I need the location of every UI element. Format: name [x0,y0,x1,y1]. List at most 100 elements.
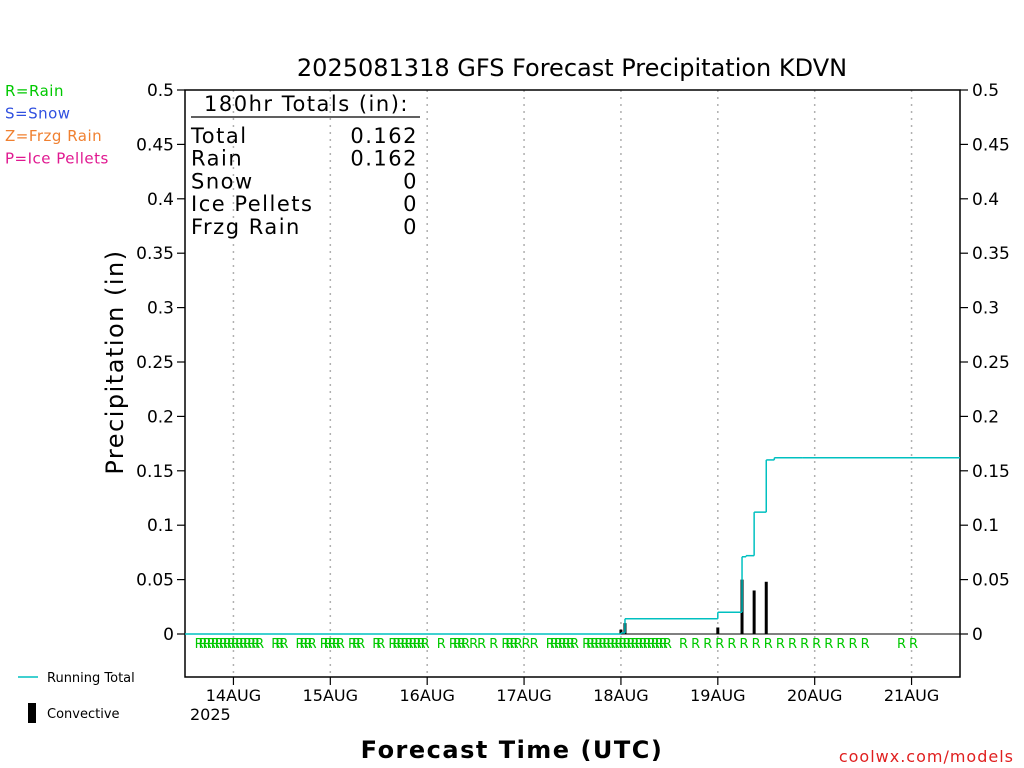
rain-marker: R [413,637,422,652]
rain-marker: R [275,637,284,652]
rain-marker: R [392,637,401,652]
rain-marker: R [227,637,236,652]
type-legend-entry: R=Rain [5,82,64,100]
y-tick-label-left: 0.35 [136,244,174,264]
rain-marker: R [586,637,595,652]
rain-marker: R [622,637,631,652]
rain-marker: R [231,637,240,652]
rain-marker: R [400,637,409,652]
rain-marker: R [348,637,357,652]
rain-marker: R [279,637,288,652]
rain-marker: R [235,637,244,652]
convective-bar [716,627,720,634]
x-axis-label: Forecast Time (UTC) [361,736,664,764]
rain-marker: R [727,637,736,652]
rain-marker: R [752,637,761,652]
y-tick-label-left: 0.2 [147,407,174,427]
y-tick-label-right: 0.35 [972,244,1010,264]
rain-marker: R [631,637,640,652]
y-tick-label-left: 0.45 [136,135,174,155]
rain-marker: R [223,637,232,652]
rain-marker: R [800,637,809,652]
rain-marker: R [655,637,664,652]
totals-label: Snow [191,169,254,193]
rain-marker: R [255,637,264,652]
rain-marker: R [643,637,652,652]
rain-marker: R [421,637,430,652]
rain-marker: R [243,637,252,652]
y-tick-label-right: 0.45 [972,135,1010,155]
rain-marker: R [522,637,531,652]
rain-marker: R [651,637,660,652]
rain-marker: R [199,637,208,652]
y-tick-label-left: 0.3 [147,299,174,319]
totals-label: Frzg Rain [191,215,301,239]
rain-marker: R [328,637,337,652]
rain-marker: R [861,637,870,652]
totals-title: 180hr Totals (in): [204,92,409,116]
rain-marker: R [320,637,329,652]
rain-marker: R [602,637,611,652]
rain-marker: R [566,637,575,652]
rain-marker: R [590,637,599,652]
rain-marker: R [776,637,785,652]
convective-bar [619,629,623,634]
rain-marker: R [409,637,418,652]
y-tick-label-right: 0.3 [972,299,999,319]
rain-marker: R [849,637,858,652]
rain-marker: R [388,637,397,652]
rain-marker: R [203,637,212,652]
rain-marker: R [703,637,712,652]
type-legend-entry: P=Ice Pellets [5,150,109,168]
rain-marker: R [909,637,918,652]
rain-marker: R [530,637,539,652]
rain-marker: R [764,637,773,652]
rain-marker: R [352,637,361,652]
x-tick-label: 19AUG [690,686,745,705]
rain-marker: R [336,637,345,652]
rain-marker: R [239,637,248,652]
rain-marker: R [554,637,563,652]
totals-value: 0.162 [350,124,418,148]
rain-marker: R [582,637,591,652]
rain-marker: R [332,637,341,652]
rain-marker: R [562,637,571,652]
rain-marker: R [396,637,405,652]
watermark: coolwx.com/models [839,747,1014,766]
x-axis: 14AUG 15AUG 16AUG 17AUG 18AUG 19AUG 20AUG 21AUG… [190,677,939,724]
totals-label: Ice Pellets [191,192,313,216]
rain-marker: R [461,637,470,652]
rain-marker: R [271,637,280,652]
rain-marker: R [509,637,518,652]
rain-marker: R [308,637,317,652]
type-legend: R=Rain S=Snow Z=Frzg Rain P=Ice Pellets [5,82,109,168]
rain-marker: R [324,637,333,652]
totals-label: Total [190,124,248,148]
x-tick-label: 17AUG [496,686,551,705]
y-axis-label: Precipitation (in) [101,249,129,474]
year-label: 2025 [190,705,231,724]
rain-marker: R [449,637,458,652]
convective-bars [619,579,768,634]
running-total-lines [185,456,960,635]
grid-lines [185,90,960,677]
x-tick-label: 14AUG [206,686,261,705]
y-axis-right: 0 0.05 0.1 0.15 0.2 0.25 0.3 0.35 0.4 0.45 0.5 [960,81,1010,645]
rain-marker: R [550,637,559,652]
rain-marker: R [836,637,845,652]
rain-marker: R [627,637,636,652]
rain-marker: R [469,637,478,652]
rain-marker: R [457,637,466,652]
rain-marker: R [715,637,724,652]
rain-marker: R [546,637,555,652]
y-tick-label-left: 0.1 [147,516,174,536]
y-tick-label-right: 0.15 [972,462,1010,482]
y-tick-label-left: 0.4 [147,190,174,210]
legend-running-total: Running Total [47,671,135,686]
y-tick-label-left: 0 [163,625,174,645]
y-tick-label-right: 0.4 [972,190,999,210]
rain-marker: R [618,637,627,652]
rain-marker: R [659,637,668,652]
